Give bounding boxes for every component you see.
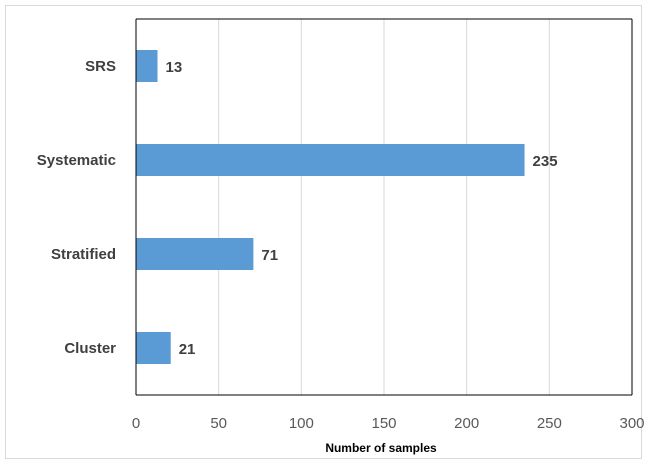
x-tick-labels: 0 50 100 150 200 250 300: [132, 415, 645, 432]
gridlines: [218, 19, 550, 395]
data-label-systematic: 235: [533, 153, 558, 170]
bars: [136, 50, 525, 364]
x-tick-label: 0: [132, 415, 140, 432]
x-tick-label: 50: [210, 415, 227, 432]
bar-systematic: [136, 144, 525, 176]
x-tick-label: 250: [537, 415, 562, 432]
x-tick-label: 150: [371, 415, 396, 432]
data-label-cluster: 21: [179, 341, 196, 358]
category-label-systematic: Systematic: [37, 152, 116, 169]
data-label-srs: 13: [165, 59, 182, 76]
x-tick-label: 100: [289, 415, 314, 432]
data-label-stratified: 71: [261, 247, 278, 264]
category-labels: SRS Systematic Stratified Cluster: [37, 58, 116, 357]
bar-srs: [136, 50, 158, 82]
chart-frame: [5, 5, 642, 459]
bar-stratified: [136, 238, 254, 270]
category-label-stratified: Stratified: [51, 246, 116, 263]
data-labels: 13 235 71 21: [165, 59, 557, 358]
category-label-srs: SRS: [85, 58, 116, 75]
x-tick-label: 300: [619, 415, 644, 432]
x-axis-title: Number of samples: [325, 441, 437, 455]
bar-cluster: [136, 332, 171, 364]
category-label-cluster: Cluster: [64, 340, 116, 357]
x-tick-label: 200: [454, 415, 479, 432]
